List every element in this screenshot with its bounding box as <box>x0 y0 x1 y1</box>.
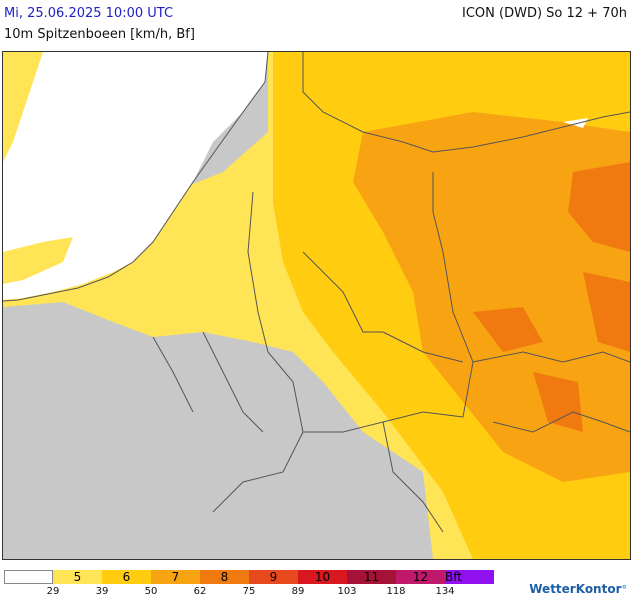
legend-swatch-5: 9 <box>249 570 298 584</box>
legend-tick-2: 50 <box>144 586 158 597</box>
legend-swatch-0 <box>4 570 53 584</box>
legend-swatch-4: 8 <box>200 570 249 584</box>
forecast-valid-time: Mi, 25.06.2025 10:00 UTC <box>4 6 174 21</box>
legend-ticks: 29 39 50 62 75 89 103 118 134 <box>4 586 504 598</box>
no-gust-zone <box>153 412 423 559</box>
legend-tick-1: 39 <box>95 586 109 597</box>
legend-tick-7: 118 <box>386 586 406 597</box>
legend-tick-0: 29 <box>46 586 60 597</box>
wind-gust-map <box>2 51 631 560</box>
logo-text: WetterKontor <box>529 582 622 596</box>
legend-tick-4: 75 <box>242 586 256 597</box>
legend-swatch-1: 5 <box>53 570 102 584</box>
legend-tick-6: 103 <box>337 586 357 597</box>
country-borders <box>152 172 630 533</box>
legend-swatch-2: 6 <box>102 570 151 584</box>
legend-tick-8: 134 <box>435 586 455 597</box>
gust-zone-bft8 <box>568 162 630 252</box>
wetterkontor-logo[interactable]: WetterKontor° <box>529 582 627 596</box>
legend-swatch-7: 11 <box>347 570 396 584</box>
model-run-label: ICON (DWD) So 12 + 70h <box>462 6 627 21</box>
legend-swatch-3: 7 <box>151 570 200 584</box>
legend-tick-5: 89 <box>291 586 305 597</box>
color-legend: 5 6 7 8 9 10 11 12 Bft <box>4 570 494 584</box>
parameter-label: 10m Spitzenboeen [km/h, Bf] <box>4 27 195 42</box>
legend-swatch-6: 10 <box>298 570 347 584</box>
uk-coast <box>3 52 43 162</box>
legend-swatch-8: 12 <box>396 570 445 584</box>
logo-mark-icon: ° <box>621 583 628 596</box>
legend-tick-3: 62 <box>193 586 207 597</box>
legend-swatch-9: Bft <box>445 570 494 584</box>
